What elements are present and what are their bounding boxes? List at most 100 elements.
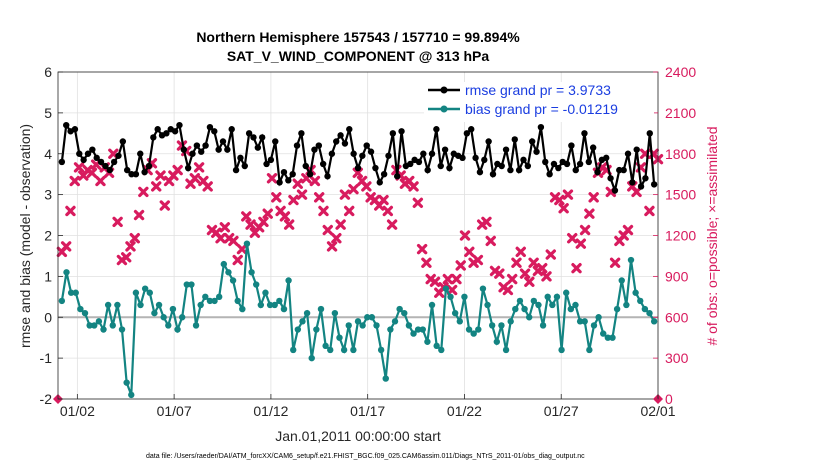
- rmse-point: [219, 138, 227, 145]
- rmse-point: [171, 128, 179, 135]
- rmse-point: [123, 166, 131, 174]
- obs-point: [524, 276, 535, 288]
- rmse-point: [237, 154, 244, 162]
- rmse-point: [324, 173, 331, 180]
- y-tick-label-left: 3: [44, 187, 52, 203]
- obs-point: [322, 224, 333, 236]
- rmse-point: [420, 150, 427, 157]
- obs-point: [584, 208, 595, 219]
- bias-point: [271, 301, 278, 309]
- rmse-point: [589, 144, 597, 151]
- rmse-point: [563, 160, 571, 168]
- rmse-point: [620, 166, 627, 174]
- bias-point: [535, 301, 542, 309]
- bias-point: [387, 326, 394, 333]
- bias-point: [438, 346, 445, 354]
- obs-point: [352, 167, 363, 179]
- rmse-point: [424, 166, 431, 174]
- obs-point: [69, 175, 80, 187]
- x-axis-label: Jan.01,2011 00:00:00 start: [275, 428, 441, 444]
- legend-box: [424, 82, 654, 122]
- bias-point: [317, 305, 325, 313]
- bias-point: [627, 256, 635, 264]
- bias-point: [215, 293, 223, 301]
- bias-point: [350, 346, 357, 354]
- bias-point: [220, 260, 228, 268]
- rmse-point: [341, 140, 349, 147]
- rmse-point: [502, 146, 510, 153]
- rmse-point: [372, 164, 379, 172]
- bias-point: [590, 322, 598, 329]
- obs-point: [412, 197, 424, 208]
- bias-point: [516, 297, 524, 305]
- bias-point: [428, 301, 436, 309]
- y-tick-label-right: 600: [665, 309, 689, 325]
- rmse-point: [546, 170, 553, 178]
- rmse-point: [550, 160, 558, 168]
- obs-point: [348, 183, 359, 195]
- rmse-point: [363, 142, 370, 149]
- chart-subtitle: SAT_V_WIND_COMPONENT @ 313 hPa: [227, 48, 490, 64]
- bias-point: [146, 289, 153, 296]
- obs-point: [361, 181, 372, 192]
- bias-point: [646, 309, 653, 317]
- rmse-point: [89, 146, 96, 153]
- rmse-point: [224, 146, 231, 153]
- rmse-point: [63, 121, 70, 129]
- obs-point: [155, 170, 166, 181]
- obs-point: [112, 216, 123, 228]
- rmse-point: [211, 128, 218, 135]
- rmse-point: [119, 138, 127, 145]
- bias-point: [424, 338, 431, 345]
- bias-point: [623, 301, 630, 309]
- rmse-point: [537, 123, 545, 131]
- obs-point: [262, 208, 273, 219]
- obs-point: [545, 249, 556, 260]
- bias-point: [155, 301, 163, 309]
- rmse-point: [58, 158, 66, 166]
- bias-point: [188, 281, 195, 288]
- rmse-point: [176, 121, 183, 129]
- bias-point: [86, 322, 93, 329]
- rmse-point: [555, 164, 562, 172]
- x-tick-label: 01/22: [447, 403, 482, 419]
- bias-point: [391, 318, 399, 325]
- obs-point: [567, 233, 578, 244]
- obs-point: [554, 194, 565, 206]
- bias-point: [354, 318, 362, 325]
- rmse-point: [407, 160, 414, 168]
- bias-point: [563, 289, 570, 296]
- y-tick-label-right: 1800: [665, 146, 696, 162]
- obs-point: [95, 175, 106, 187]
- bias-point: [553, 293, 561, 301]
- rmse-point: [511, 136, 518, 143]
- rmse-point: [276, 179, 283, 186]
- bias-point: [595, 314, 602, 321]
- y-tick-label-left: -1: [40, 350, 53, 366]
- bias-point: [331, 309, 339, 317]
- y-tick-label-left: 2: [44, 228, 52, 244]
- y-tick-label-left: 1: [44, 268, 52, 284]
- bias-point: [419, 326, 426, 333]
- legend-bias-marker: [440, 105, 448, 113]
- obs-point: [133, 209, 145, 221]
- obs-point: [502, 284, 514, 296]
- rmse-point: [184, 164, 192, 172]
- rmse-point: [250, 134, 257, 141]
- legend-rmse-label: rmse grand pr = 3.9733: [465, 82, 611, 98]
- obs-point: [537, 263, 548, 274]
- obs-point: [408, 181, 419, 192]
- bias-point: [294, 326, 302, 333]
- bias-point: [641, 305, 649, 313]
- obs-point: [378, 194, 389, 206]
- obs-point: [562, 189, 574, 200]
- x-tick-label: 01/17: [350, 403, 385, 419]
- y-tick-label-right: 2400: [665, 64, 696, 80]
- bias-point: [364, 314, 371, 321]
- rmse-point: [603, 154, 610, 162]
- rmse-point: [97, 158, 105, 166]
- obs-point: [202, 181, 213, 192]
- bias-point: [206, 297, 214, 305]
- obs-point: [515, 246, 526, 258]
